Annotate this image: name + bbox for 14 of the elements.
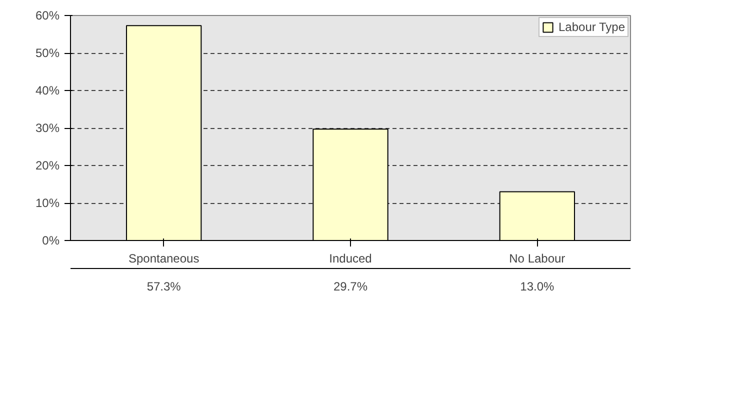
y-tick-label: 60%: [35, 8, 60, 22]
data-label: 29.7%: [333, 280, 368, 294]
y-tick-label: 40%: [35, 84, 60, 98]
legend-label: Labour Type: [558, 20, 625, 34]
x-tick-label: Induced: [329, 252, 372, 266]
y-tick-label: 10%: [35, 196, 60, 210]
y-tick-label: 50%: [35, 46, 60, 60]
x-tick-label: No Labour: [509, 252, 566, 266]
y-tick-label: 30%: [35, 121, 60, 135]
x-tick-label: Spontaneous: [128, 252, 200, 266]
data-label: 13.0%: [520, 280, 555, 294]
data-label: 57.3%: [146, 280, 182, 294]
y-tick-label: 0%: [42, 234, 60, 248]
y-tick-label: 20%: [35, 158, 60, 172]
